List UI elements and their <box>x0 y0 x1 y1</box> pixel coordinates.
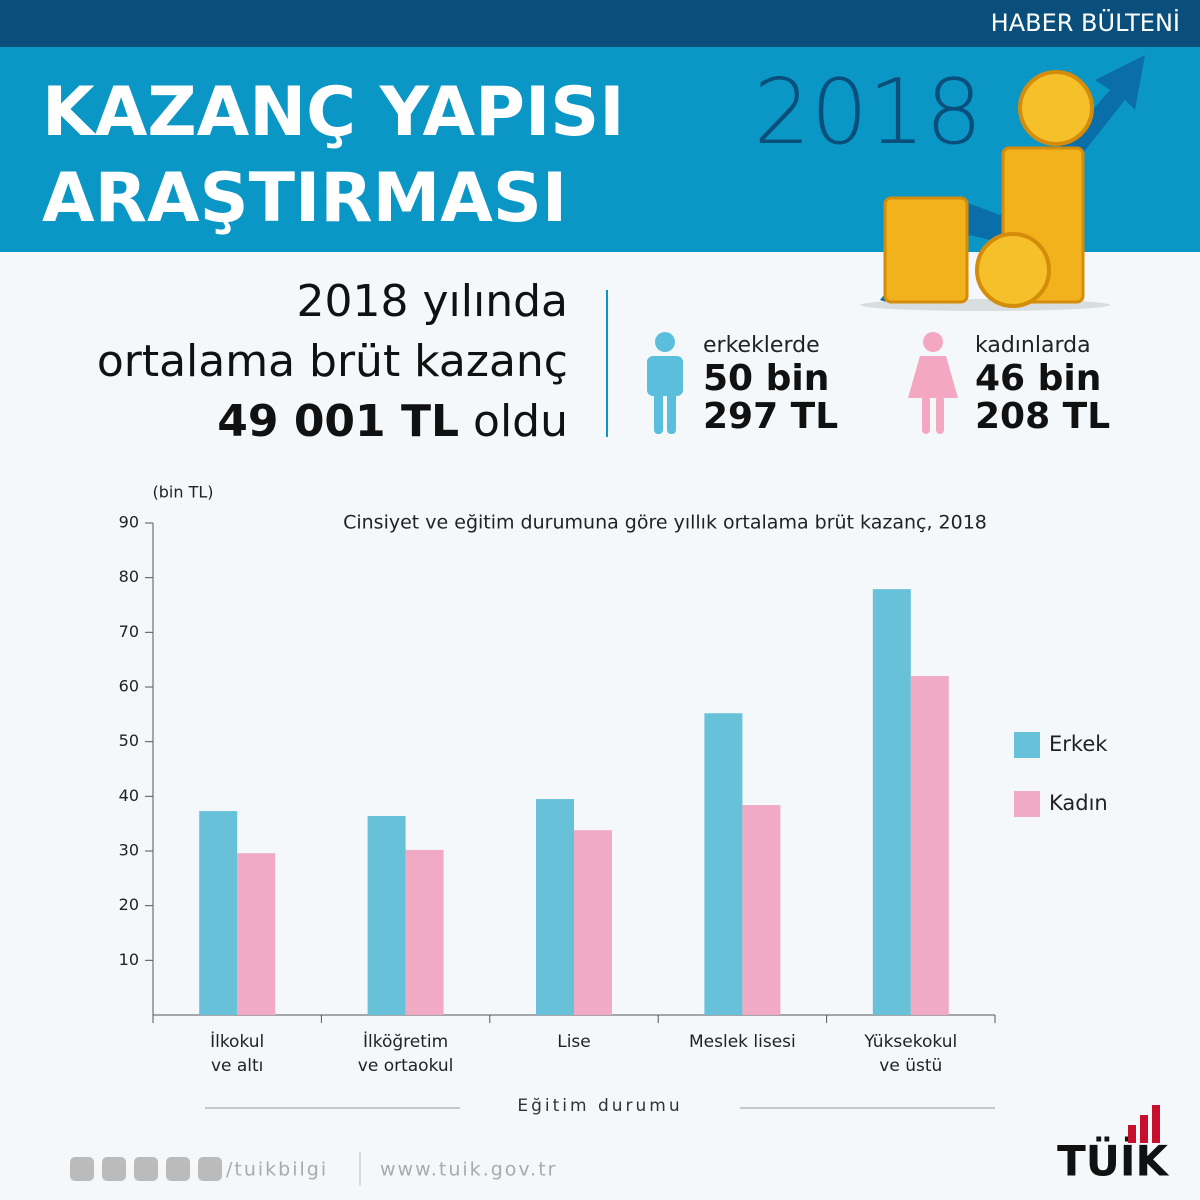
summary-line: 49 001 TL oldu <box>97 392 568 452</box>
x-tick-label: İlkokul ve altı <box>210 1032 265 1076</box>
legend-swatch <box>1014 791 1040 817</box>
x-tick-label: Yüksekokul ve üstü <box>864 1032 958 1076</box>
men-value: 297 TL <box>703 396 838 437</box>
bar <box>199 811 238 1015</box>
bulletin: HABER BÜLTENİ <box>991 8 1180 37</box>
bar <box>367 816 406 1015</box>
social-icons <box>70 1157 222 1181</box>
bar <box>536 799 574 1015</box>
legend-swatch <box>1014 732 1040 758</box>
y-tick-label: 70 <box>119 622 139 641</box>
summary-line: ortalama brüt kazanç <box>96 336 568 387</box>
x-tick-label: İlköğretim ve ortaokul <box>357 1032 454 1076</box>
legend-label: Erkek <box>1049 732 1108 756</box>
x-tick-label: Meslek lisesi <box>689 1032 796 1052</box>
bar <box>910 676 949 1015</box>
logo: TÜİK <box>1057 1136 1169 1186</box>
bar <box>237 853 276 1015</box>
chart-title: Cinsiyet ve eğitim durumuna göre yıllık … <box>343 512 987 534</box>
y-tick-label: 40 <box>119 786 139 805</box>
logo-bar <box>1128 1125 1136 1143</box>
top-band <box>0 0 1200 47</box>
year: 2018 <box>753 60 982 165</box>
y-tick-label: 90 <box>119 513 139 532</box>
y-tick-label: 60 <box>119 677 139 696</box>
bar <box>704 713 743 1015</box>
y-axis-label: (bin TL) <box>153 483 214 502</box>
coins <box>860 70 1110 311</box>
man-icon <box>647 332 683 434</box>
bar <box>405 849 444 1015</box>
logo-bar <box>1140 1115 1148 1143</box>
bar <box>872 589 911 1015</box>
y-tick-label: 50 <box>119 731 139 750</box>
summary-line: 2018 yılında <box>296 276 568 327</box>
y-tick-label: 20 <box>119 895 139 914</box>
bar <box>742 805 781 1015</box>
y-tick-label: 10 <box>119 950 139 969</box>
logo-bar <box>1152 1105 1160 1143</box>
amount: 49 001 TL <box>217 396 460 447</box>
woman-icon <box>908 332 958 434</box>
y-tick-label: 30 <box>119 841 139 860</box>
main-title: KAZANÇ YAPISI ARAŞTIRMASI <box>42 73 625 238</box>
y-tick-label: 80 <box>119 567 139 586</box>
social-handle: /tuikbilgi <box>226 1159 328 1181</box>
website: www.tuik.gov.tr <box>380 1159 557 1181</box>
summary: 2018 yılında ortalama brüt kazanç 49 001… <box>97 272 568 452</box>
men-value: 50 bin <box>703 358 829 399</box>
women-label: kadınlarda <box>975 333 1091 358</box>
men-label: erkeklerde <box>703 333 820 358</box>
x-tick-label: Lise <box>557 1032 591 1052</box>
x-axis-label: Eğitim durumu <box>517 1096 682 1116</box>
legend-label: Kadın <box>1049 791 1108 815</box>
suffix: oldu <box>473 396 568 447</box>
bar <box>574 830 612 1015</box>
women-value: 208 TL <box>975 396 1110 437</box>
women-value: 46 bin <box>975 358 1101 399</box>
